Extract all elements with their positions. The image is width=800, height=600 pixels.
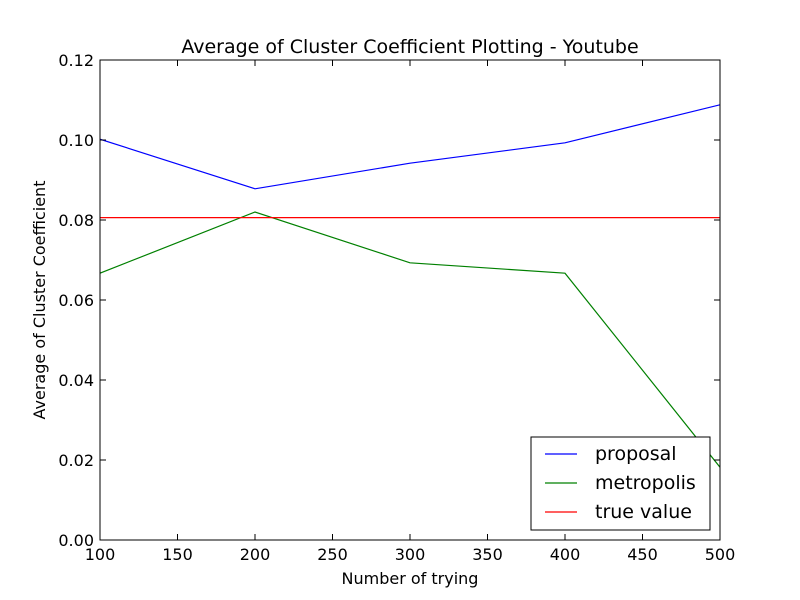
- x-tick-label: 100: [85, 545, 116, 564]
- x-tick-label: 150: [162, 545, 193, 564]
- series-layer: [100, 104, 720, 468]
- series-line-proposal: [100, 104, 720, 190]
- x-tick-label: 450: [627, 545, 658, 564]
- y-tick-label: 0.10: [58, 131, 94, 150]
- chart-title: Average of Cluster Coefficient Plotting …: [181, 36, 638, 58]
- series-line-metropolis: [100, 211, 720, 468]
- x-tick-label: 500: [705, 545, 736, 564]
- y-tick-label: 0.08: [58, 211, 94, 230]
- legend-label: proposal: [595, 443, 677, 465]
- ticks-layer: 100 150 200 250 300 350 400 450 500 0.00 0.02 0.04 0…: [58, 51, 735, 564]
- x-axis-label: Number of trying: [342, 569, 479, 588]
- plot-frame: [99, 59, 721, 541]
- y-tick-label: 0.12: [58, 51, 94, 70]
- y-axis-label: Average of Cluster Coefficient: [30, 181, 49, 420]
- y-tick-label: 0.00: [58, 531, 94, 550]
- legend-label: metropolis: [595, 472, 696, 494]
- x-tick-label: 250: [317, 545, 348, 564]
- legend-label: true value: [595, 501, 692, 523]
- x-tick-label: 200: [240, 545, 271, 564]
- x-tick-label: 350: [472, 545, 503, 564]
- y-tick-label: 0.02: [58, 451, 94, 470]
- y-tick-label: 0.04: [58, 371, 94, 390]
- y-tick-label: 0.06: [58, 291, 94, 310]
- legend: proposal metropolis true value: [530, 436, 711, 531]
- x-tick-label: 400: [550, 545, 581, 564]
- x-tick-label: 300: [395, 545, 426, 564]
